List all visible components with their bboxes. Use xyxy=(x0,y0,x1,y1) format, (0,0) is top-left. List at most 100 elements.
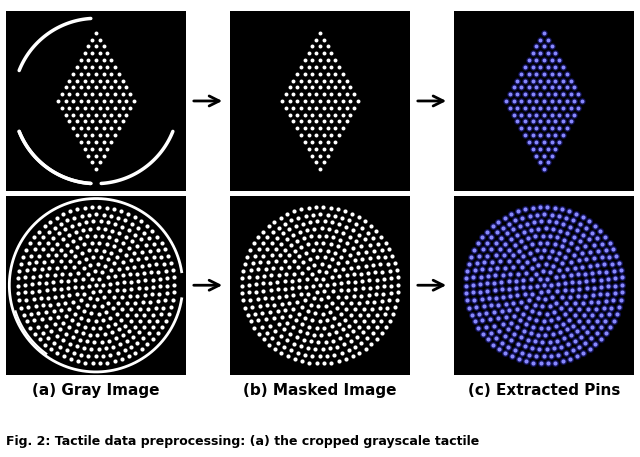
Point xyxy=(518,310,528,318)
Point xyxy=(296,104,306,112)
Point xyxy=(547,125,557,132)
Point xyxy=(587,324,597,331)
Point xyxy=(42,272,52,279)
Point xyxy=(38,245,48,253)
Point xyxy=(488,223,498,230)
Point xyxy=(286,217,296,224)
Point xyxy=(491,239,501,247)
Point xyxy=(571,210,581,218)
Point xyxy=(562,265,572,272)
Point xyxy=(76,111,86,118)
Point xyxy=(311,77,321,84)
Point xyxy=(114,125,124,132)
Point xyxy=(482,228,492,235)
Point xyxy=(257,309,268,317)
Point xyxy=(522,336,532,343)
Point xyxy=(474,252,484,260)
Point xyxy=(67,334,77,341)
Point xyxy=(609,289,620,297)
Point xyxy=(558,63,568,70)
Point xyxy=(56,220,66,227)
Point xyxy=(48,234,58,242)
Point xyxy=(133,224,143,232)
Point xyxy=(565,118,575,125)
Point xyxy=(104,287,114,295)
Point xyxy=(357,255,367,263)
Point xyxy=(272,234,282,242)
Point xyxy=(497,286,507,293)
Point xyxy=(514,356,524,363)
Point xyxy=(581,277,591,285)
Point xyxy=(536,360,546,367)
Point xyxy=(600,233,611,240)
Point xyxy=(49,320,60,328)
Point xyxy=(375,260,385,268)
Point xyxy=(600,233,611,240)
Point xyxy=(354,231,364,238)
Point xyxy=(294,327,305,334)
Point xyxy=(535,276,545,283)
Point xyxy=(564,316,574,324)
Point xyxy=(106,138,116,145)
Point xyxy=(300,297,310,304)
Point xyxy=(111,310,122,318)
Point xyxy=(72,343,82,350)
Point xyxy=(279,325,289,333)
Point xyxy=(498,293,508,300)
Point xyxy=(600,318,611,325)
Point xyxy=(531,56,541,64)
Point xyxy=(521,358,531,365)
Point xyxy=(102,63,113,70)
Point xyxy=(285,84,295,91)
Point xyxy=(393,274,403,281)
Point xyxy=(570,311,580,319)
Point xyxy=(617,281,627,288)
Point xyxy=(64,292,74,299)
Point xyxy=(580,339,591,346)
Point xyxy=(482,280,492,287)
Point xyxy=(364,276,374,284)
Point xyxy=(285,330,295,337)
Point xyxy=(550,323,561,330)
Point xyxy=(525,283,535,290)
Point xyxy=(518,253,529,260)
Point xyxy=(292,349,303,356)
Point xyxy=(533,225,543,232)
Point xyxy=(573,90,583,98)
Point xyxy=(573,293,583,300)
Point xyxy=(117,258,127,265)
Point xyxy=(561,214,572,221)
Point xyxy=(37,316,47,323)
Point xyxy=(314,267,324,275)
Point xyxy=(266,272,276,279)
Point xyxy=(539,111,549,118)
Point xyxy=(577,97,587,105)
Point xyxy=(63,284,73,292)
Point xyxy=(307,152,317,159)
Point xyxy=(466,253,476,260)
Point xyxy=(298,320,308,328)
Point xyxy=(566,240,576,247)
Point xyxy=(547,211,557,218)
Point xyxy=(522,220,532,227)
Point xyxy=(518,310,528,318)
Point xyxy=(284,226,294,233)
Point xyxy=(319,49,329,57)
Point xyxy=(504,278,514,285)
Point xyxy=(531,84,541,91)
Point xyxy=(547,247,557,254)
Point xyxy=(20,281,30,288)
Point xyxy=(61,84,71,91)
Point xyxy=(269,218,280,225)
Point xyxy=(281,292,291,300)
Point xyxy=(334,104,344,112)
Point xyxy=(532,211,542,218)
Point xyxy=(82,338,92,345)
Point xyxy=(486,302,496,309)
Point xyxy=(499,214,509,221)
Point xyxy=(484,295,494,302)
Point xyxy=(559,335,569,342)
Point xyxy=(561,326,572,333)
Point xyxy=(546,316,556,324)
Point xyxy=(302,276,312,283)
